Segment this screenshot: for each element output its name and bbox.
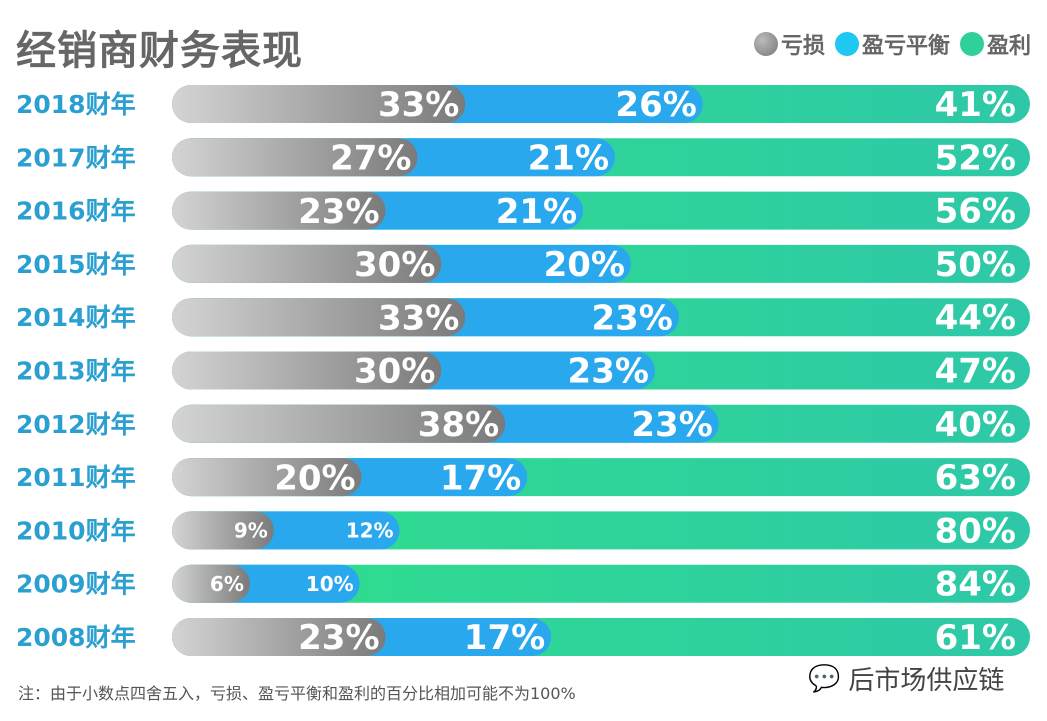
bar-segment-loss [172, 298, 466, 337]
legend-item-profit: 盈利 [959, 28, 1031, 60]
data-label-breakeven: 17% [440, 458, 521, 498]
legend-dot-icon [959, 32, 984, 56]
y-axis-label: 2015财年 [16, 250, 136, 279]
legend-item-loss: 亏损 [753, 28, 825, 60]
bar-segment-loss [172, 244, 442, 283]
bar-segment-loss [172, 458, 362, 497]
wechat-icon: 💬 [808, 663, 841, 694]
legend-label: 盈利 [986, 34, 1031, 59]
y-axis-label: 2016财年 [16, 197, 136, 226]
y-axis-label: 2008财年 [16, 623, 136, 652]
data-label-loss: 20% [274, 458, 355, 498]
data-label-loss: 30% [354, 245, 435, 285]
data-label-profit: 47% [935, 352, 1016, 392]
data-label-breakeven: 23% [568, 352, 649, 392]
data-label-loss: 6% [210, 572, 244, 596]
bar-segment-loss [172, 191, 386, 230]
data-label-profit: 50% [935, 245, 1016, 285]
data-label-loss: 9% [234, 519, 268, 543]
legend-label: 亏损 [780, 34, 825, 59]
bar-segment-loss [172, 564, 250, 603]
legend-dot-icon [753, 32, 778, 56]
bar-segment-loss [172, 351, 442, 390]
data-label-breakeven: 23% [591, 298, 672, 338]
data-label-breakeven: 20% [544, 245, 625, 285]
y-axis-label: 2011财年 [16, 463, 136, 492]
data-label-profit: 41% [935, 85, 1016, 125]
bar-segment-profit [172, 564, 1030, 603]
chart-title: 经销商财务表现 [16, 28, 303, 74]
footnote: 注：由于小数点四舍五入，亏损、盈亏平衡和盈利的百分比相加可能不为100% [18, 684, 576, 703]
data-label-breakeven: 17% [464, 618, 545, 658]
data-label-breakeven: 23% [631, 405, 712, 445]
data-label-loss: 27% [330, 139, 411, 179]
watermark: 💬 后市场供应链 [808, 660, 1004, 697]
data-label-profit: 40% [935, 405, 1016, 445]
legend: 亏损 盈亏平衡 盈利 [753, 28, 1031, 60]
data-label-loss: 33% [378, 85, 459, 125]
data-label-profit: 84% [935, 565, 1016, 605]
data-label-loss: 33% [378, 298, 459, 338]
y-axis-label: 2018财年 [16, 90, 136, 119]
data-label-breakeven: 12% [346, 519, 394, 543]
data-label-profit: 56% [935, 192, 1016, 232]
bar-segment-loss [172, 138, 418, 177]
data-label-breakeven: 10% [306, 572, 354, 596]
data-label-breakeven: 21% [528, 139, 609, 179]
bar-segment-loss [172, 404, 506, 443]
y-axis-label: 2010财年 [16, 516, 136, 545]
legend-item-breakeven: 盈亏平衡 [834, 28, 950, 60]
bar-segment-loss [172, 618, 386, 656]
y-axis-label: 2013财年 [16, 357, 136, 386]
watermark-text: 后市场供应链 [848, 666, 1005, 696]
bar-segment-loss [172, 511, 274, 550]
data-label-profit: 63% [935, 458, 1016, 498]
y-axis-label: 2009财年 [16, 570, 136, 599]
data-label-profit: 52% [935, 138, 1016, 178]
data-label-loss: 38% [418, 405, 499, 445]
data-label-profit: 80% [935, 511, 1016, 551]
data-label-breakeven: 21% [496, 192, 577, 232]
y-axis-label: 2017财年 [16, 143, 136, 172]
data-label-loss: 30% [354, 352, 435, 392]
data-label-loss: 23% [298, 618, 379, 658]
legend-label: 盈亏平衡 [861, 34, 950, 59]
data-label-profit: 61% [935, 618, 1016, 658]
data-label-loss: 23% [298, 192, 379, 232]
y-axis-label: 2014财年 [16, 303, 136, 332]
y-axis-label: 2012财年 [16, 410, 136, 439]
data-label-profit: 44% [935, 298, 1016, 338]
data-label-breakeven: 26% [615, 85, 696, 125]
legend-dot-icon [834, 32, 859, 56]
bar-segment-loss [172, 85, 466, 123]
